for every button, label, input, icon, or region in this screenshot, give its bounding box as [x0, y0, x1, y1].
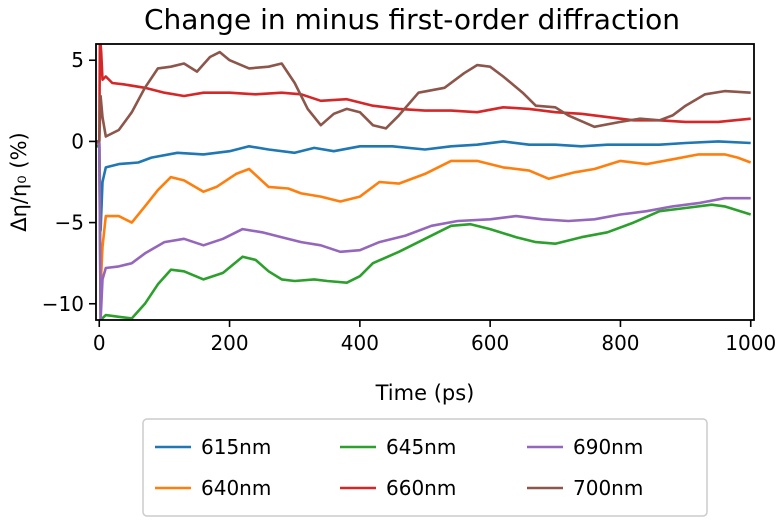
legend-label: 615nm — [201, 435, 271, 459]
legend-label: 660nm — [386, 476, 456, 500]
x-tick-label: 200 — [210, 331, 248, 355]
legend-item-690nm: 690nm — [527, 435, 643, 459]
y-tick-label: 0 — [71, 129, 84, 153]
x-tick-label: 400 — [341, 331, 379, 355]
series-line-660nm — [96, 44, 751, 143]
series-line-615nm — [96, 140, 751, 232]
y-tick-label: −5 — [55, 211, 84, 235]
legend-item-615nm: 615nm — [155, 435, 271, 459]
series-line-690nm — [96, 141, 751, 320]
legend-item-640nm: 640nm — [155, 476, 271, 500]
x-tick-label: 1000 — [725, 331, 776, 355]
legend-item-660nm: 660nm — [340, 476, 456, 500]
chart-title: Change in minus first-order diffraction — [144, 3, 680, 36]
series-layer — [96, 44, 752, 320]
legend-label: 645nm — [386, 435, 456, 459]
legend-item-645nm: 645nm — [340, 435, 456, 459]
legend: 615nm 640nm 645nm 660nm 690nm 700nm — [142, 418, 708, 517]
plot-frame — [95, 43, 755, 321]
series-line-700nm — [96, 50, 751, 143]
y-axis-label: Δη/η₀ (%) — [7, 132, 31, 232]
y-tick-label: −10 — [42, 292, 84, 316]
legend-label: 640nm — [201, 476, 271, 500]
series-line-640nm — [96, 143, 752, 289]
x-axis-label: Time (ps) — [375, 381, 475, 405]
x-tick-label: 800 — [601, 331, 639, 355]
legend-label: 690nm — [573, 435, 643, 459]
legend-label: 700nm — [573, 476, 643, 500]
y-axis-ticks: 5 0 −5 −10 — [42, 48, 96, 316]
x-axis-ticks: 0 200 400 600 800 1000 — [93, 320, 776, 355]
y-tick-label: 5 — [71, 48, 84, 72]
x-tick-label: 600 — [471, 331, 509, 355]
legend-item-700nm: 700nm — [527, 476, 643, 500]
legend-box — [142, 418, 708, 517]
series-line-645nm — [96, 145, 752, 320]
x-tick-label: 0 — [93, 331, 106, 355]
